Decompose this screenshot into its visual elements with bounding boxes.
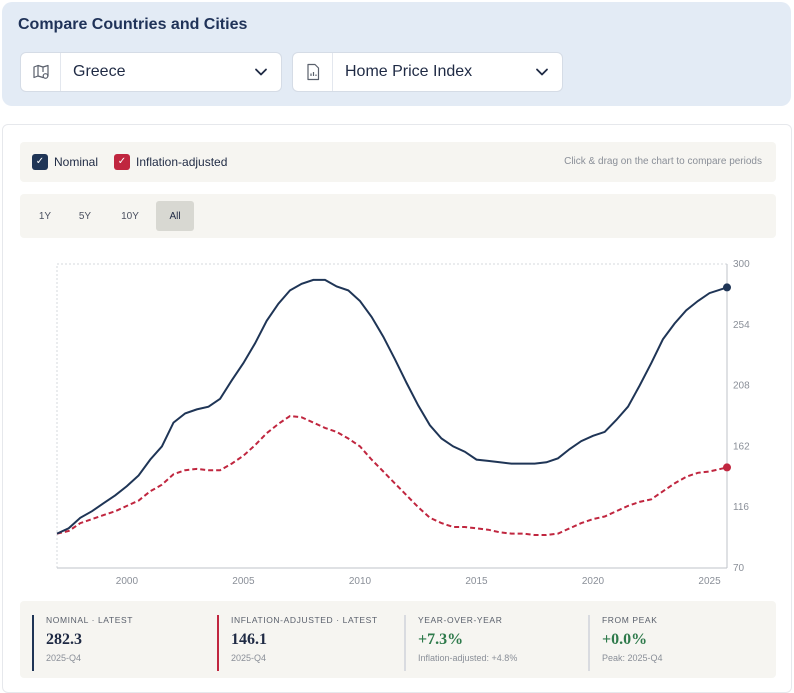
map-pin-icon [21, 53, 61, 91]
range-10y-button[interactable]: 10Y [121, 210, 139, 222]
x-tick-label: 2015 [465, 576, 488, 587]
chevron-down-icon [241, 67, 281, 77]
country-select[interactable]: Greece [20, 52, 282, 92]
series-nominal-line [56, 278, 728, 535]
range-5y-button[interactable]: 5Y [78, 210, 92, 222]
y-tick-label: 208 [733, 381, 750, 392]
x-tick-label: 2000 [116, 576, 139, 587]
range-all-button[interactable]: All [156, 201, 194, 231]
legend-inflation-toggle[interactable]: ✓ Inflation-adjusted [114, 154, 227, 170]
metric-select[interactable]: Home Price Index [292, 52, 563, 92]
panel-title: Compare Countries and Cities [18, 16, 248, 33]
latest-inflation-point [723, 463, 731, 472]
x-axis-ticks: 2000 2005 2010 2015 2020 2025 [116, 576, 721, 587]
checkbox-checked-icon[interactable]: ✓ [114, 154, 130, 170]
y-tick-label: 300 [733, 259, 750, 270]
stat-label: INFLATION-ADJUSTED · LATEST [231, 615, 378, 625]
range-1y-button[interactable]: 1Y [38, 210, 52, 222]
stat-sub: 2025-Q4 [231, 653, 267, 663]
metric-value: Home Price Index [345, 63, 473, 80]
series-inflation-adjusted-line [56, 414, 728, 536]
stat-value: +0.0% [602, 631, 648, 648]
legend-nominal-toggle[interactable]: ✓ Nominal [32, 154, 98, 170]
drag-hint: Click & drag on the chart to compare per… [564, 156, 762, 167]
stat-from-peak: FROM PEAK +0.0% Peak: 2025-Q4 [588, 615, 768, 671]
x-tick-label: 2020 [582, 576, 605, 587]
stat-label: NOMINAL · LATEST [46, 615, 134, 625]
legend-bar: ✓ Nominal ✓ Inflation-adjusted Click & d… [20, 142, 776, 182]
stat-sub: 2025-Q4 [46, 653, 82, 663]
y-tick-label: 162 [733, 441, 750, 452]
x-tick-label: 2025 [698, 576, 721, 587]
stat-value: 146.1 [231, 631, 267, 648]
range-selector: 1Y 5Y 10Y All [20, 194, 776, 238]
stat-label: YEAR-OVER-YEAR [418, 615, 503, 625]
latest-nominal-point [723, 283, 731, 292]
x-tick-label: 2010 [349, 576, 372, 587]
legend-nominal-label: Nominal [54, 155, 99, 169]
plot-area [56, 263, 728, 569]
stat-year-over-year: YEAR-OVER-YEAR +7.3% Inflation-adjusted:… [404, 615, 584, 671]
compare-panel: Compare Countries and Cities Greece Home… [2, 2, 791, 106]
stat-value: +7.3% [418, 631, 464, 648]
stat-sub: Peak: 2025-Q4 [602, 653, 663, 663]
y-tick-label: 254 [733, 320, 750, 331]
legend-inflation-label: Inflation-adjusted [136, 155, 228, 169]
country-value: Greece [73, 63, 126, 80]
stats-bar: NOMINAL · LATEST 282.3 2025-Q4 INFLATION… [20, 601, 776, 678]
document-chart-icon [293, 53, 333, 91]
stat-value: 282.3 [46, 631, 82, 648]
x-tick-label: 2005 [232, 576, 255, 587]
stat-nominal-latest: NOMINAL · LATEST 282.3 2025-Q4 [32, 615, 202, 671]
checkbox-checked-icon[interactable]: ✓ [32, 154, 48, 170]
y-tick-label: 116 [733, 502, 749, 513]
stat-inflation-latest: INFLATION-ADJUSTED · LATEST 146.1 2025-Q… [217, 615, 397, 671]
y-axis-ticks: 300 254 208 162 116 70 [733, 259, 750, 574]
y-tick-label: 70 [733, 563, 745, 574]
chevron-down-icon [522, 67, 562, 77]
stat-sub: Inflation-adjusted: +4.8% [418, 653, 518, 663]
stat-label: FROM PEAK [602, 615, 658, 625]
